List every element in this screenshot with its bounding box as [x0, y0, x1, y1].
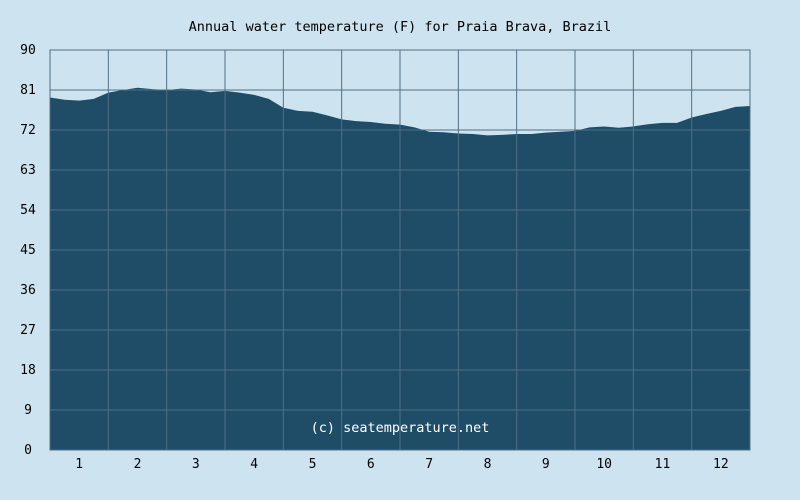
- x-tick-label: 5: [309, 457, 317, 472]
- x-tick-label: 11: [655, 457, 671, 472]
- x-tick-label: 4: [250, 457, 258, 472]
- y-tick-label: 0: [24, 443, 32, 458]
- plot-border: [49, 49, 751, 451]
- x-tick-label: 9: [542, 457, 550, 472]
- y-tick-label: 27: [20, 323, 36, 338]
- x-tick-label: 8: [484, 457, 492, 472]
- watermark: (c) seatemperature.net: [311, 420, 490, 436]
- x-tick-label: 1: [75, 457, 83, 472]
- y-tick-label: 72: [20, 123, 36, 138]
- x-tick-label: 3: [192, 457, 200, 472]
- x-tick-label: 12: [713, 457, 729, 472]
- chart-title: Annual water temperature (F) for Praia B…: [188, 19, 612, 35]
- y-tick-label: 9: [24, 403, 32, 418]
- y-tick-label: 81: [20, 83, 36, 98]
- y-tick-label: 90: [20, 43, 36, 58]
- y-tick-label: 54: [20, 203, 36, 218]
- x-tick-label: 7: [425, 457, 433, 472]
- x-tick-label: 2: [134, 457, 142, 472]
- y-tick-label: 36: [20, 283, 36, 298]
- y-tick-label: 63: [20, 163, 36, 178]
- y-tick-label: 45: [20, 243, 36, 258]
- x-tick-label: 10: [596, 457, 612, 472]
- x-tick-label: 6: [367, 457, 375, 472]
- y-tick-label: 18: [20, 363, 36, 378]
